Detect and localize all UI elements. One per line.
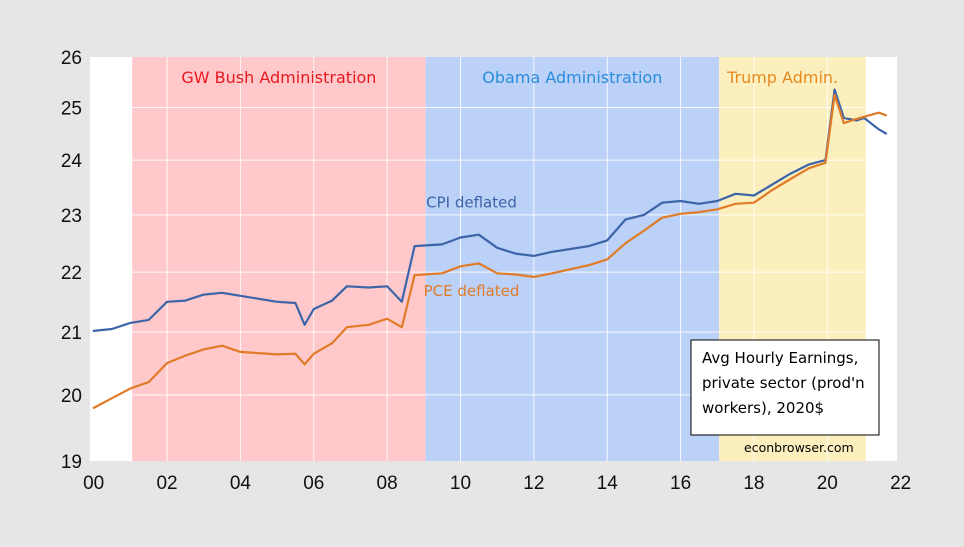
- note-box: Avg Hourly Earnings, private sector (pro…: [690, 339, 880, 436]
- y-tick-label-7: 26: [61, 48, 82, 69]
- admin-label-1: Obama Administration: [482, 68, 662, 87]
- x-tick-label-5: 10: [450, 473, 471, 494]
- x-tick-label-8: 16: [670, 473, 691, 494]
- note-box-frame: [690, 339, 880, 436]
- admin-band-0: [132, 57, 426, 461]
- y-tick-label-2: 21: [61, 323, 82, 344]
- x-tick-label-6: 12: [523, 473, 544, 494]
- y-tick-label-0: 19: [61, 452, 82, 473]
- series-line-0: [92, 88, 888, 332]
- x-tick-label-4: 08: [377, 473, 398, 494]
- y-axis-ticks: 19 20 21 22 23 24 25 26: [61, 48, 83, 473]
- admin-label-2: Trump Admin.: [726, 68, 838, 87]
- y-tick-label-5: 24: [61, 151, 83, 172]
- x-tick-label-3: 06: [303, 473, 324, 494]
- x-tick-label-2: 04: [230, 473, 252, 494]
- x-tick-label-11: 22: [890, 473, 911, 494]
- y-tick-label-6: 25: [61, 99, 82, 120]
- series-line-1: [92, 93, 888, 409]
- series-label-1: PCE deflated: [424, 282, 520, 300]
- x-axis-ticks: 00 02 04 06 08 10 12 14 16 18 20 22: [83, 473, 911, 494]
- x-tick-label-9: 18: [743, 473, 764, 494]
- x-tick-label-1: 02: [156, 473, 177, 494]
- series-labels: CPI deflated PCE deflated: [424, 194, 520, 300]
- credit-text: econbrowser.com: [744, 440, 854, 455]
- y-tick-label-4: 23: [61, 206, 82, 227]
- administration-labels: GW Bush Administration Obama Administrati…: [181, 68, 838, 87]
- x-tick-label-0: 00: [83, 473, 104, 494]
- note-line-1: Avg Hourly Earnings,: [702, 349, 858, 367]
- admin-label-0: GW Bush Administration: [181, 68, 376, 87]
- note-line-3: workers), 2020$: [702, 399, 824, 417]
- x-tick-label-10: 20: [817, 473, 838, 494]
- y-tick-label-1: 20: [61, 386, 82, 407]
- admin-band-1: [425, 57, 720, 461]
- series-label-0: CPI deflated: [426, 194, 517, 212]
- administration-bands: [132, 57, 866, 461]
- y-tick-label-3: 22: [61, 263, 82, 284]
- note-line-2: private sector (prod'n: [702, 374, 865, 392]
- x-tick-label-7: 14: [597, 473, 619, 494]
- series-lines: [92, 88, 888, 409]
